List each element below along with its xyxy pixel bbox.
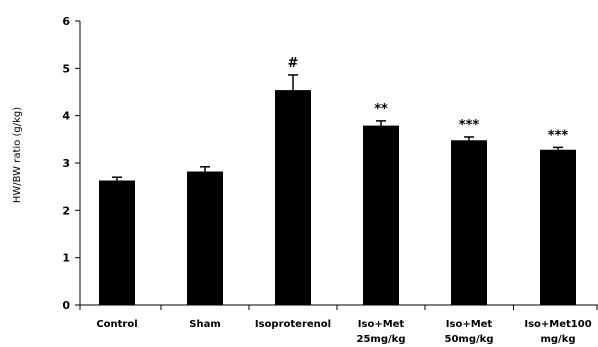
significance-label: # (288, 56, 299, 71)
y-axis-title: HW/BW ratio (g/kg) (12, 107, 23, 203)
category-label: mg/kg (540, 334, 575, 345)
bar (363, 125, 399, 306)
bar (451, 140, 487, 305)
significance-label: *** (548, 128, 569, 143)
y-tick-label: 3 (62, 157, 70, 170)
y-tick-label: 1 (62, 252, 70, 265)
y-tick-label: 4 (62, 110, 70, 123)
bar (99, 180, 135, 305)
bar (187, 171, 223, 305)
labels: 0 1 2 3 4 5 6 HW/BW ratio (g/kg) Control Sham # Iso… (12, 15, 592, 345)
category-label: 50mg/kg (445, 334, 494, 345)
y-tick-label: 2 (62, 204, 70, 217)
bar (275, 90, 311, 306)
significance-label: ** (374, 102, 388, 117)
category-label: Iso+Met100 (524, 319, 591, 330)
category-label: 25mg/kg (357, 334, 406, 345)
significance-label: *** (459, 118, 480, 133)
category-label: Control (96, 319, 137, 330)
category-label: Iso+Met (446, 319, 493, 330)
category-label: Sham (189, 319, 221, 330)
y-tick-label: 5 (62, 62, 70, 75)
y-tick-label: 0 (62, 299, 70, 312)
y-tick-label: 6 (62, 15, 70, 28)
category-label: Isoproterenol (255, 319, 331, 330)
bar (540, 149, 576, 305)
category-label: Iso+Met (358, 319, 405, 330)
axes (75, 20, 598, 310)
bars (99, 74, 576, 306)
